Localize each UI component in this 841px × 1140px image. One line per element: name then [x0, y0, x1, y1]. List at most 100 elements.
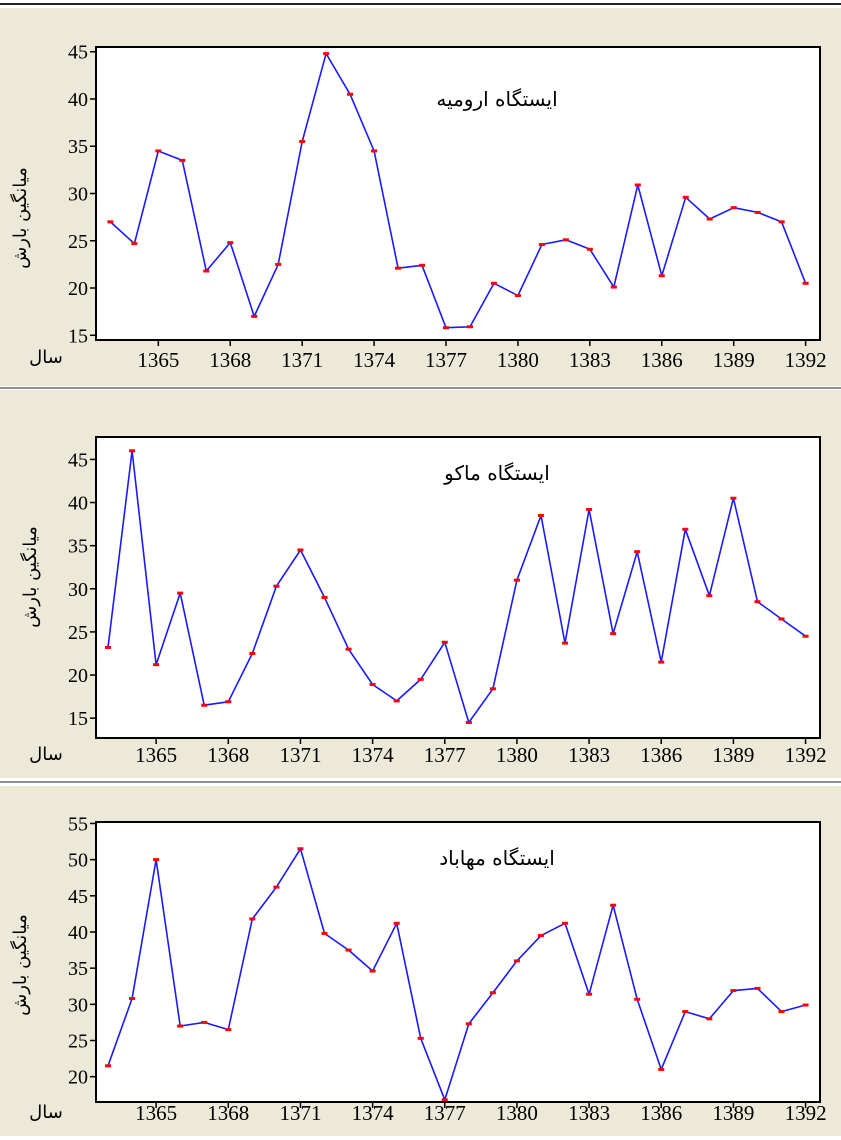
- x-tick-label: 1386: [640, 1101, 682, 1125]
- data-point: [177, 1024, 184, 1028]
- x-tick-label: 1374: [352, 743, 395, 767]
- data-point: [227, 241, 234, 245]
- x-tick-label: 1389: [712, 1101, 754, 1125]
- x-tick-label: 1377: [424, 1101, 466, 1125]
- data-point: [225, 700, 232, 704]
- x-tick-label: 1371: [279, 743, 321, 767]
- series-line: [107, 449, 807, 724]
- y-tick-label: 25: [68, 622, 88, 644]
- data-point: [538, 243, 545, 247]
- data-point: [730, 206, 737, 210]
- x-tick-label: 1383: [568, 1101, 610, 1125]
- data-point: [393, 921, 400, 925]
- y-tick-label: 40: [68, 493, 88, 515]
- x-tick-label: 1386: [640, 743, 682, 767]
- data-point: [273, 885, 280, 889]
- x-tick-label: 1383: [568, 743, 610, 767]
- data-point: [321, 595, 328, 599]
- x-tick-label: 1374: [353, 348, 396, 372]
- data-point: [754, 210, 761, 214]
- x-tick-label: 1392: [785, 348, 827, 372]
- x-tick-label: 1377: [424, 743, 466, 767]
- data-point: [153, 663, 160, 667]
- y-tick-label: 35: [68, 136, 88, 158]
- y-tick-label: 35: [68, 536, 88, 558]
- data-point: [107, 220, 114, 224]
- data-point: [443, 326, 450, 330]
- data-point: [297, 847, 304, 851]
- chart-title: ایستگاه ارومیه: [436, 87, 557, 111]
- series-line: [107, 847, 806, 1101]
- data-point: [273, 584, 280, 588]
- y-tick-label: 25: [68, 231, 88, 253]
- data-point: [610, 285, 617, 289]
- data-point: [537, 934, 544, 938]
- y-tick-label: 15: [68, 325, 88, 347]
- y-axis-title: میانگین بارش: [9, 914, 31, 1016]
- data-point: [395, 266, 402, 270]
- data-point: [802, 281, 809, 285]
- data-point: [203, 269, 210, 273]
- x-tick-label: 1377: [425, 348, 467, 372]
- y-tick-label: 30: [68, 184, 88, 206]
- y-axis-title: میانگین بارش: [9, 167, 31, 269]
- chart-panel-3: 20 25 30 35 40 45 50 55 1365 1368 1371 1374 1377 1380…: [0, 786, 841, 1136]
- data-point: [177, 591, 184, 595]
- data-point: [179, 158, 186, 162]
- data-point: [369, 683, 376, 687]
- data-point: [658, 660, 665, 664]
- data-point: [347, 92, 354, 96]
- x-tick-label: 1368: [209, 348, 251, 372]
- data-point: [514, 294, 521, 298]
- x-tick-label: 1386: [641, 348, 683, 372]
- y-tick-label: 30: [68, 994, 88, 1016]
- y-tick-label: 40: [68, 89, 88, 111]
- data-point: [129, 997, 136, 1001]
- data-point: [562, 238, 569, 242]
- data-point: [129, 449, 136, 453]
- data-point: [706, 217, 713, 221]
- data-point: [610, 903, 617, 907]
- data-point: [345, 948, 352, 952]
- data-point: [754, 986, 761, 990]
- data-point: [778, 1010, 785, 1014]
- data-point: [441, 1098, 448, 1102]
- data-point: [419, 263, 426, 267]
- chart-panel-1: 15 20 25 30 35 40 45 1365 1368 1371 1374 1377 1380 13…: [0, 8, 841, 386]
- y-tick-label: 45: [68, 886, 88, 908]
- data-point: [658, 1067, 665, 1071]
- x-tick-label: 1371: [281, 348, 323, 372]
- y-tick-label: 20: [68, 665, 88, 687]
- x-tick-label: 1365: [135, 1101, 177, 1125]
- data-point: [105, 1064, 112, 1068]
- x-tick-label: 1365: [135, 743, 177, 767]
- data-point: [778, 220, 785, 224]
- data-point: [490, 281, 497, 285]
- data-point: [658, 274, 665, 278]
- data-point: [345, 647, 352, 651]
- data-point: [730, 496, 737, 500]
- data-point: [610, 632, 617, 636]
- data-point: [105, 645, 112, 649]
- x-tick-label: 1371: [279, 1101, 321, 1125]
- y-tick-label: 35: [68, 958, 88, 980]
- data-point: [537, 513, 544, 517]
- data-point: [153, 858, 160, 862]
- chart-panel-2: 15 20 25 30 35 40 45 1365 1368 1371 1374 1377 1380 13…: [0, 390, 841, 778]
- data-point: [682, 527, 689, 531]
- data-point: [802, 1003, 809, 1007]
- chart-title: ایستگاه ماکو: [443, 461, 550, 485]
- data-point: [441, 640, 448, 644]
- data-point: [634, 183, 641, 187]
- x-tick-label: 1368: [207, 1101, 249, 1125]
- data-point: [465, 720, 472, 724]
- y-tick-label: 15: [68, 708, 88, 730]
- x-axis-title: سال: [29, 744, 63, 765]
- x-tick-label: 1374: [352, 1101, 395, 1125]
- y-tick-label: 20: [68, 1067, 88, 1089]
- x-tick-label: 1368: [207, 743, 249, 767]
- data-point: [225, 1028, 232, 1032]
- data-point: [778, 617, 785, 621]
- chart-title: ایستگاه مهاباد: [439, 846, 555, 870]
